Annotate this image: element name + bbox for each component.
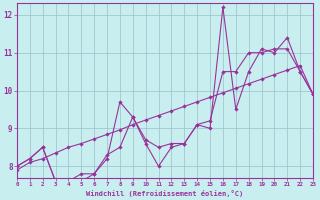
X-axis label: Windchill (Refroidissement éolien,°C): Windchill (Refroidissement éolien,°C) [86, 190, 244, 197]
